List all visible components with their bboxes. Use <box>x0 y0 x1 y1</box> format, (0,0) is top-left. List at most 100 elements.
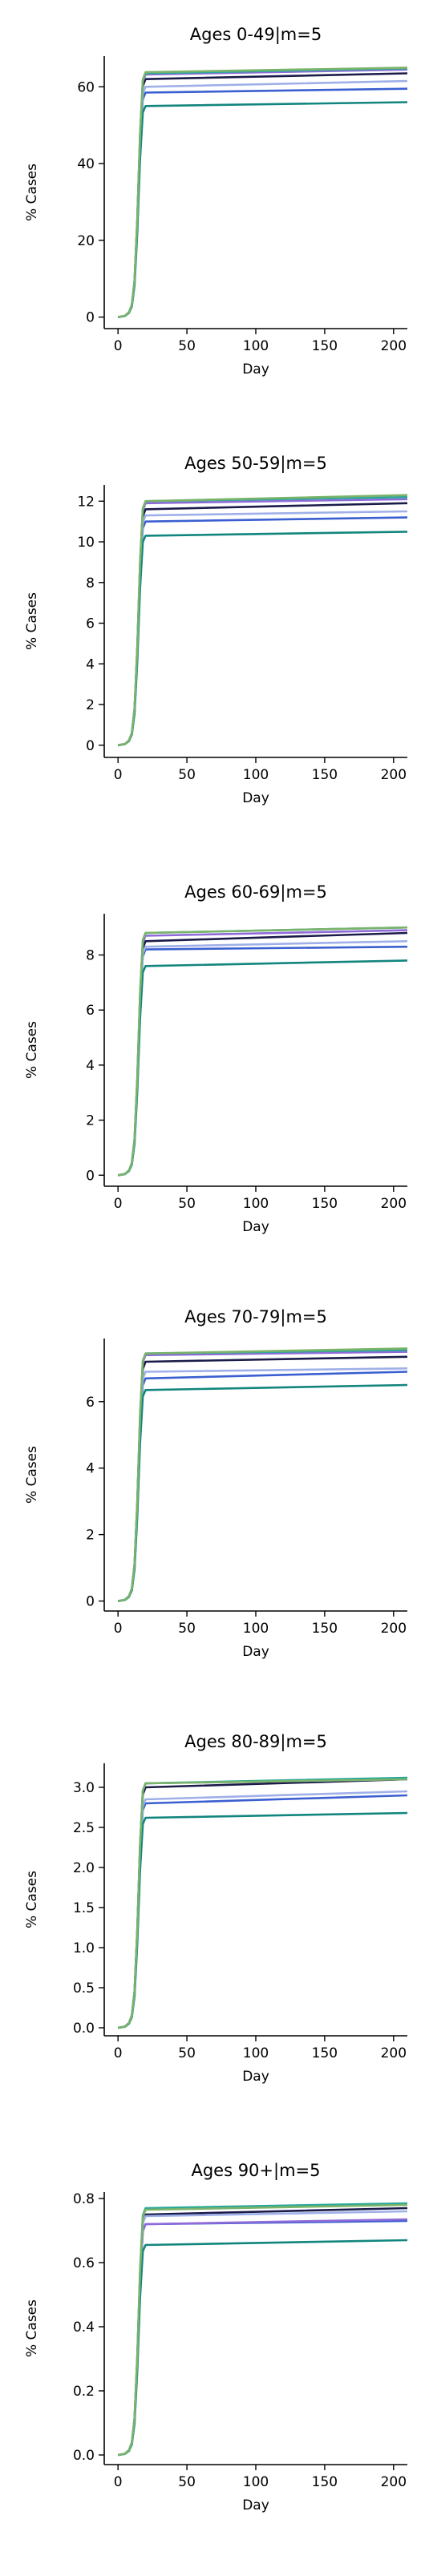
x-tick-label: 0 <box>114 1621 123 1637</box>
x-tick-label: 200 <box>381 1196 407 1212</box>
series-line <box>118 531 408 747</box>
series-line <box>117 929 408 1177</box>
y-tick-label: 8 <box>86 575 95 592</box>
x-tick-label: 200 <box>381 338 407 354</box>
x-tick-label: 0 <box>114 338 123 354</box>
y-tick-label: 40 <box>77 156 95 172</box>
x-axis-label: Day <box>242 1219 269 1235</box>
y-tick-label: 3.0 <box>73 1780 95 1796</box>
x-tick-label: 150 <box>312 1621 338 1637</box>
series-line <box>117 931 408 1177</box>
y-tick-label: 0.5 <box>73 1980 95 1997</box>
y-tick-label: 10 <box>77 535 95 551</box>
y-tick-label: 2 <box>86 1113 95 1129</box>
chart-panel-5: Ages 90+|m=5 0 50 100 150 200 0.0 0.2 0.4 0.6 0.8 D… <box>24 2161 408 2513</box>
chart-panel-4: Ages 80-89|m=5 0 50 100 150 200 0.0 0.5 1.0 1.5 2.… <box>24 1732 408 2085</box>
chart-title: Ages 0-49|m=5 <box>190 25 322 45</box>
y-tick-label: 0.0 <box>73 2021 95 2037</box>
chart-title: Ages 80-89|m=5 <box>184 1732 327 1752</box>
y-axis-label: % Cases <box>24 1446 40 1504</box>
y-tick-label: 6 <box>86 616 95 632</box>
chart-panel-0: Ages 0-49|m=5 0 50 100 150 200 0 20 40 60 Day % Cas… <box>24 25 408 378</box>
series-line <box>117 87 408 318</box>
x-tick-label: 50 <box>178 767 196 783</box>
y-tick-label: 0 <box>86 1594 95 1610</box>
chart-title: Ages 50-59|m=5 <box>184 454 327 474</box>
y-tick-label: 2.5 <box>73 1820 95 1836</box>
y-axis-label: % Cases <box>24 1021 40 1079</box>
series-line <box>117 2218 408 2457</box>
series-line <box>117 940 408 1177</box>
chart-panel-3: Ages 70-79|m=5 0 50 100 150 200 0 2 4 6 Day % Cases <box>24 1307 408 1660</box>
x-tick-label: 100 <box>243 1621 269 1637</box>
series-line <box>117 502 408 747</box>
x-tick-label: 0 <box>114 767 123 783</box>
y-tick-label: 2 <box>86 697 95 713</box>
x-tick-label: 100 <box>243 1196 269 1212</box>
series-line <box>117 67 408 318</box>
y-tick-label: 4 <box>86 1461 95 1477</box>
y-tick-label: 0.4 <box>73 2320 95 2336</box>
y-axis-label: % Cases <box>24 164 40 221</box>
series-line <box>117 79 408 318</box>
chart-panel-2: Ages 60-69|m=5 0 50 100 150 200 0 2 4 6 8 Day % Case… <box>24 882 408 1235</box>
x-tick-label: 50 <box>178 2474 196 2490</box>
x-tick-label: 100 <box>243 767 269 783</box>
chart-panel-1: Ages 50-59|m=5 0 50 100 150 200 0 2 4 6 8 10 12 Day % … <box>24 454 408 806</box>
y-tick-label: 12 <box>77 494 95 510</box>
series-line <box>117 2203 408 2457</box>
series-line <box>117 1794 408 2029</box>
y-tick-label: 0.2 <box>73 2384 95 2400</box>
y-axis-label: % Cases <box>24 592 40 650</box>
x-tick-label: 0 <box>114 2474 123 2490</box>
y-tick-label: 1.5 <box>73 1900 95 1916</box>
series-line <box>117 2210 408 2457</box>
series-line <box>117 926 408 1177</box>
chart-title: Ages 90+|m=5 <box>191 2161 320 2181</box>
x-tick-label: 150 <box>312 2045 338 2061</box>
x-tick-label: 100 <box>243 2045 269 2061</box>
x-tick-label: 50 <box>178 1621 196 1637</box>
y-tick-label: 4 <box>86 1058 95 1074</box>
y-tick-label: 0.6 <box>73 2255 95 2271</box>
series-line <box>118 1811 408 2029</box>
x-tick-label: 200 <box>381 2474 407 2490</box>
series-line <box>117 510 408 747</box>
x-axis-label: Day <box>242 1644 269 1660</box>
y-tick-label: 2 <box>86 1528 95 1544</box>
y-tick-label: 20 <box>77 233 95 249</box>
series-line <box>117 516 408 747</box>
x-tick-label: 200 <box>381 2045 407 2061</box>
y-tick-label: 0.0 <box>73 2448 95 2464</box>
y-tick-label: 0 <box>86 310 95 326</box>
x-tick-label: 50 <box>178 1196 196 1212</box>
x-tick-label: 150 <box>312 1196 338 1212</box>
x-tick-label: 200 <box>381 1621 407 1637</box>
series-line <box>117 1367 408 1602</box>
y-tick-label: 0.8 <box>73 2191 95 2207</box>
x-axis-label: Day <box>242 2497 269 2513</box>
x-axis-label: Day <box>242 361 269 378</box>
series-line <box>117 1347 408 1602</box>
x-tick-label: 0 <box>114 1196 123 1212</box>
x-tick-label: 150 <box>312 338 338 354</box>
series-line <box>117 1383 408 1602</box>
x-tick-label: 150 <box>312 767 338 783</box>
series-line <box>117 1355 408 1602</box>
y-tick-label: 6 <box>86 1395 95 1411</box>
x-tick-label: 200 <box>381 767 407 783</box>
series-line <box>117 926 408 1177</box>
x-tick-label: 150 <box>312 2474 338 2490</box>
y-tick-label: 0 <box>86 738 95 754</box>
series-line <box>118 101 408 318</box>
series-line <box>118 959 408 1177</box>
y-tick-label: 1.0 <box>73 1940 95 1956</box>
x-axis-label: Day <box>242 790 269 806</box>
y-tick-label: 0 <box>86 1168 95 1184</box>
y-tick-label: 4 <box>86 656 95 672</box>
chart-title: Ages 70-79|m=5 <box>184 1307 327 1327</box>
y-axis-label: % Cases <box>24 1871 40 1928</box>
series-line <box>117 1778 408 2029</box>
series-line <box>117 494 408 747</box>
